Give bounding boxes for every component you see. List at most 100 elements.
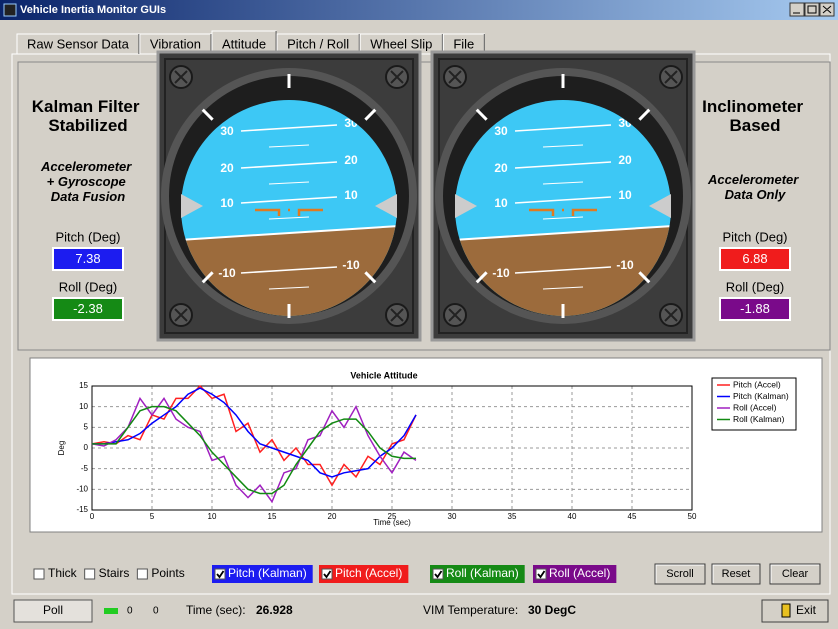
ladder-label: 10 — [618, 188, 632, 202]
ladder-minor — [268, 286, 310, 290]
series-toggle[interactable]: Roll (Kalman) — [430, 565, 525, 583]
tab[interactable]: Wheel Slip — [359, 33, 443, 55]
ladder-minor — [268, 144, 310, 148]
checkbox — [84, 568, 96, 580]
pitch-box — [719, 247, 791, 271]
exit-icon — [781, 603, 791, 618]
button[interactable]: Clear — [769, 563, 821, 585]
toggle-label: Roll (Accel) — [549, 566, 610, 580]
maximize-button[interactable] — [804, 2, 820, 17]
left-panel: Kalman Filter Stabilized Accelerometer + … — [32, 97, 144, 321]
y-tick-label: -5 — [81, 464, 89, 473]
temp-label: VIM Temperature: — [423, 603, 518, 617]
check-mark — [537, 570, 546, 579]
series-toggle[interactable]: Pitch (Kalman) — [212, 565, 313, 583]
roll-pointer-left — [455, 194, 477, 218]
screw-slot — [448, 308, 462, 322]
screw-slot — [390, 70, 404, 84]
x-tick-label: 5 — [150, 512, 155, 521]
ground — [455, 226, 671, 316]
ladder-label: 20 — [220, 161, 234, 175]
window-title: Vehicle Inertia Monitor GUIs — [20, 4, 166, 16]
app-icon — [3, 3, 17, 17]
button-highlight — [770, 564, 819, 583]
ladder-line — [240, 161, 338, 169]
poll-button[interactable]: Poll — [13, 599, 93, 623]
roll-pointer-right — [375, 194, 397, 218]
x-tick-label: 35 — [508, 512, 517, 521]
horizon — [455, 225, 671, 241]
toggle-label: Pitch (Kalman) — [228, 566, 307, 580]
ladder-label: 20 — [618, 153, 632, 167]
poll-label: Poll — [43, 603, 63, 617]
pitch-value: 7.38 — [75, 251, 100, 266]
x-axis-label: Time (sec) — [373, 518, 411, 527]
indicator-panel — [17, 61, 831, 351]
ladder-label: 10 — [494, 196, 508, 210]
roll-box — [719, 297, 791, 321]
option-checkbox[interactable]: Stairs — [84, 566, 130, 580]
button[interactable]: Reset — [711, 563, 761, 585]
y-tick-label: 0 — [84, 443, 89, 452]
tab[interactable]: Pitch / Roll — [276, 33, 360, 55]
screw-slot — [664, 308, 678, 322]
toggle-label: Pitch (Accel) — [335, 566, 402, 580]
checkbox — [432, 568, 444, 580]
chart-title: Vehicle Attitude — [350, 370, 417, 380]
option-label: Thick — [48, 566, 78, 580]
legend-label: Roll (Accel) — [733, 402, 777, 412]
bezel-tick — [364, 108, 377, 121]
panel-subtitle: Accelerometer + Gyroscope Data Fusion — [40, 159, 135, 204]
panel-subtitle: Accelerometer Data Only — [707, 172, 802, 202]
ladder-line — [514, 266, 612, 274]
toggle-label: Roll (Kalman) — [446, 566, 519, 580]
y-axis-label: Deg — [57, 441, 66, 456]
ladder-label: -10 — [492, 266, 510, 280]
tab[interactable]: Raw Sensor Data — [16, 33, 140, 55]
button[interactable]: Scroll — [654, 563, 706, 585]
screw-slot — [664, 70, 678, 84]
time-value: 26.928 — [256, 603, 293, 617]
check-mark — [323, 570, 332, 579]
option-checkbox[interactable]: Points — [136, 566, 185, 580]
right-panel: Inclinometer Based Accelerometer Data Onl… — [702, 97, 808, 321]
exit-button[interactable]: Exit — [761, 599, 829, 623]
title-bar — [0, 0, 838, 20]
series-toggle[interactable]: Roll (Accel) — [533, 565, 617, 583]
activity-led — [104, 608, 118, 614]
pitch-box — [52, 247, 124, 271]
legend-label: Pitch (Kalman) — [733, 391, 789, 401]
plot-frame — [91, 385, 693, 511]
checkbox — [33, 568, 45, 580]
button-label: Reset — [722, 568, 751, 580]
toggle-background — [319, 565, 409, 583]
ladder-minor — [542, 216, 584, 220]
x-tick-label: 50 — [688, 512, 697, 521]
time-label: Time (sec): — [186, 603, 246, 617]
ladder-minor — [542, 286, 584, 290]
tab-label: Attitude — [222, 36, 266, 51]
checkbox — [535, 568, 547, 580]
tab[interactable]: File — [442, 33, 485, 55]
tab[interactable]: Vibration — [139, 33, 212, 55]
legend-label: Roll (Kalman) — [733, 414, 785, 424]
x-tick-label: 40 — [568, 512, 577, 521]
ladder-line — [514, 196, 612, 204]
minimize-button[interactable] — [789, 2, 805, 17]
series-toggle[interactable]: Pitch (Accel) — [319, 565, 409, 583]
ladder-label: 30 — [220, 124, 234, 138]
horizon — [181, 225, 397, 241]
option-checkbox[interactable]: Thick — [33, 566, 78, 580]
roll-pointer-left — [181, 194, 203, 218]
series-line — [92, 387, 417, 478]
controls: Thick Stairs Points Pitch (Kalman) Pitch (Ac… — [33, 563, 821, 585]
option-label: Points — [151, 566, 184, 580]
button-face — [711, 563, 761, 585]
aircraft-symbol — [529, 208, 597, 216]
checkbox — [136, 568, 148, 580]
exit-label: Exit — [796, 603, 817, 617]
roll-box — [52, 297, 124, 321]
